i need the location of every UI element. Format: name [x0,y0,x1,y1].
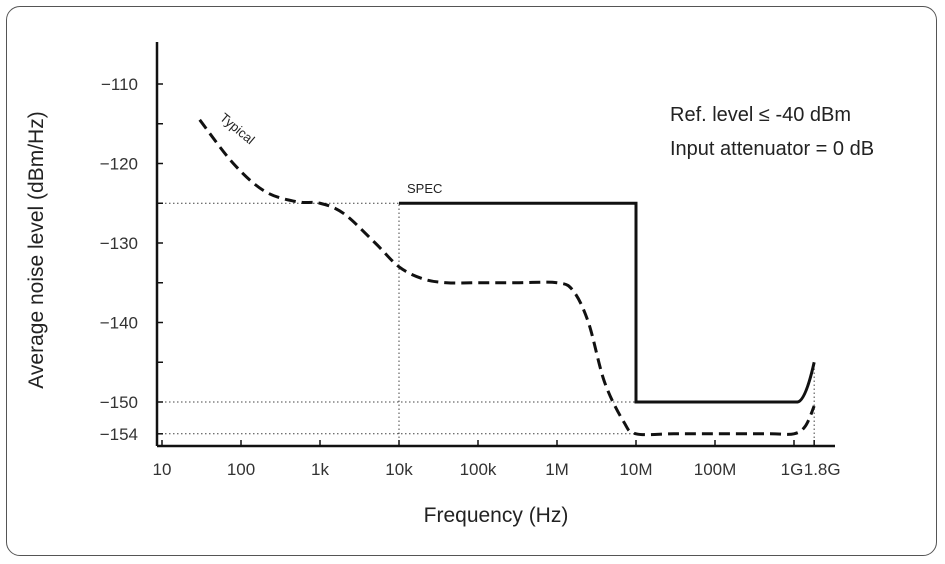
series-line-typical [198,118,816,437]
axes [155,42,835,448]
chart-frame [6,6,937,556]
x-tick-label: 100 [227,460,255,479]
annotation-input-attenuator: Input attenuator = 0 dB [670,138,874,160]
x-tick-label: 10M [619,460,652,479]
x-tick-label: 1.8G [804,460,841,479]
series-group [198,118,816,437]
series-label-typical: Typical [217,110,258,148]
x-tick-label: 1k [311,460,329,479]
y-axis-ticks: −110 −120 −130 −140 −150 −154 [100,75,163,444]
y-tick-label: −150 [100,393,138,412]
y-tick-label: −154 [100,425,138,444]
x-tick-label: 10k [385,460,413,479]
reference-lines [157,202,815,446]
y-tick-label: −130 [100,234,138,253]
y-tick-label: −110 [101,75,138,94]
annotation-ref-level: Ref. level ≤ -40 dBm [670,104,851,126]
x-tick-label: 100k [460,460,497,479]
x-tick-label: 1G [781,460,804,479]
series-line-spec [399,201,816,404]
x-tick-label: 1M [545,460,569,479]
x-axis-title: Frequency (Hz) [424,504,569,527]
y-axis-title: Average noise level (dBm/Hz) [25,111,48,388]
x-tick-label: 10 [153,460,172,479]
x-tick-label: 100M [694,460,737,479]
series-label-spec: SPEC [407,181,442,196]
x-axis-ticks: 10 100 1k 10k 100k 1M 10M 100M 1G 1.8G [153,440,841,479]
y-tick-label: −140 [100,314,138,333]
y-tick-label: −120 [100,155,138,174]
